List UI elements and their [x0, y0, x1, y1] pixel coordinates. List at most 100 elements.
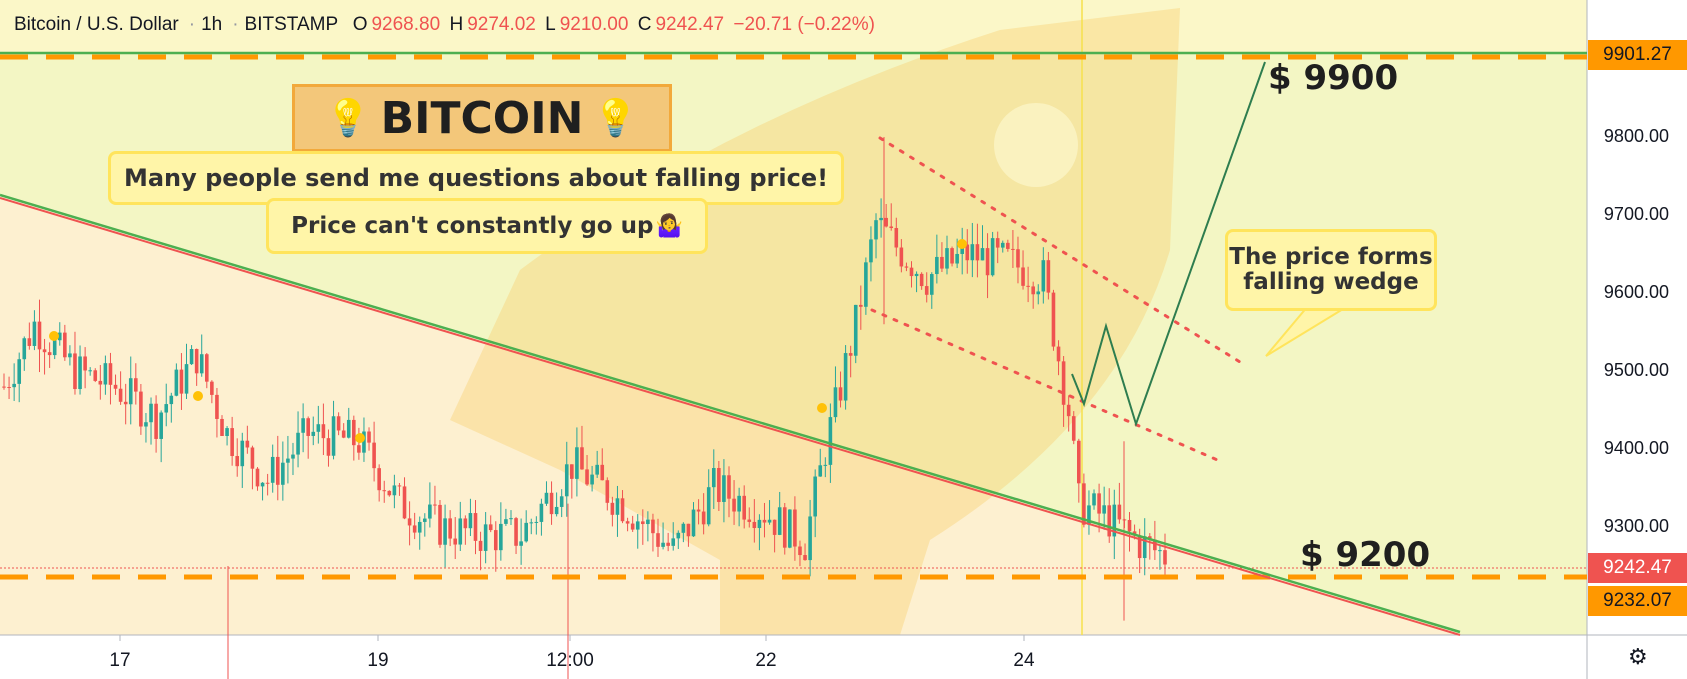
- candle-body: [488, 524, 493, 531]
- high-key: H: [449, 14, 464, 35]
- candle-body: [463, 518, 468, 529]
- price-tick: 9400.00: [1603, 438, 1669, 458]
- candle-body: [899, 247, 904, 267]
- candle-body: [519, 541, 523, 546]
- candle-body: [950, 248, 954, 264]
- header-band: [0, 0, 1587, 52]
- candle-body: [782, 507, 787, 548]
- callout-wedge-line1: The price forms: [1229, 244, 1433, 270]
- candle-body: [372, 442, 376, 469]
- candle-body: [98, 380, 103, 385]
- callout-price-up-text: Price can't constantly go up: [291, 213, 654, 239]
- candle-body: [483, 524, 488, 551]
- candle-body: [656, 533, 660, 547]
- candle-body: [7, 387, 11, 389]
- current-price-tag: 9242.47: [1588, 553, 1687, 583]
- settings-gear-icon[interactable]: ⚙: [1628, 644, 1648, 669]
- candle-body: [57, 332, 62, 341]
- candle-body: [362, 431, 366, 453]
- price-tick: 9500.00: [1603, 360, 1669, 380]
- candle-body: [590, 474, 594, 485]
- candle-body: [904, 266, 909, 268]
- time-tick: 22: [755, 650, 777, 671]
- candle-body: [184, 364, 189, 394]
- candle-body: [970, 244, 975, 261]
- candle-body: [564, 464, 569, 497]
- callout-questions[interactable]: Many people send me questions about fall…: [108, 151, 844, 205]
- candle-body: [864, 262, 868, 307]
- candle-body: [245, 440, 250, 448]
- target-low-label: $ 9200: [1300, 535, 1431, 575]
- candle-body: [270, 456, 275, 483]
- candle-body: [265, 482, 270, 484]
- event-dot: [817, 403, 827, 413]
- candle-body: [600, 464, 605, 481]
- candle-body: [1056, 346, 1061, 362]
- candle-body: [833, 387, 838, 418]
- open-value: 9268.80: [371, 14, 441, 35]
- candle-body: [493, 530, 498, 551]
- support-price-tag: 9232.07: [1588, 586, 1687, 616]
- callout-price-up[interactable]: Price can't constantly go up 🤷‍♀️: [266, 198, 708, 254]
- candle-body: [818, 465, 823, 477]
- candle-body: [128, 378, 133, 405]
- candle-body: [1011, 248, 1015, 250]
- candle-body: [676, 532, 681, 539]
- candle-body: [803, 555, 807, 561]
- candle-body: [47, 352, 52, 356]
- candle-body: [1107, 505, 1112, 537]
- candle-body: [382, 490, 387, 492]
- price-tick: 9300.00: [1603, 516, 1669, 536]
- candle-body: [1112, 504, 1117, 537]
- symbol-legend: Bitcoin / U.S. Dollar · 1h · BITSTAMP O 9268.…: [14, 14, 875, 35]
- candle-body: [260, 482, 265, 487]
- candle-body: [164, 404, 169, 413]
- candle-body: [788, 509, 792, 548]
- candle-body: [357, 445, 361, 453]
- candle-body: [534, 521, 539, 523]
- candle-body: [392, 485, 397, 496]
- candle-body: [194, 349, 199, 374]
- candle-body: [22, 338, 27, 360]
- price-tick: 9700.00: [1603, 204, 1669, 224]
- candle-body: [478, 540, 483, 551]
- callout-questions-text: Many people send me questions about fall…: [123, 164, 829, 192]
- candle-body: [134, 378, 138, 392]
- candle-body: [681, 523, 686, 533]
- candle-body: [88, 370, 92, 372]
- candle-body: [499, 523, 503, 551]
- candle-body: [108, 363, 113, 385]
- change-value: −20.71 (−0.22%): [733, 14, 875, 35]
- candle-body: [651, 519, 655, 534]
- candle-body: [615, 498, 620, 515]
- callout-wedge[interactable]: The price forms falling wedge: [1225, 229, 1437, 311]
- candle-body: [230, 428, 234, 457]
- candle-body: [945, 248, 949, 269]
- candle-body: [960, 244, 965, 254]
- wedge-upper-line: [878, 136, 1242, 364]
- lightbulb-icon: 💡: [593, 98, 639, 139]
- candle-body: [144, 422, 148, 427]
- candle-body: [68, 353, 72, 358]
- time-tick: 12:00: [546, 650, 594, 671]
- candle-body: [570, 464, 574, 479]
- candle-body: [367, 431, 371, 443]
- candle-body: [798, 546, 802, 556]
- candle-body: [387, 490, 392, 496]
- candle-body: [336, 416, 341, 431]
- candle-body: [255, 468, 260, 487]
- candle-body: [1102, 505, 1106, 514]
- price-tick: 9600.00: [1603, 282, 1669, 302]
- candle-body: [139, 391, 143, 427]
- candle-body: [220, 418, 224, 436]
- candle-body: [93, 370, 98, 381]
- candle-body: [1031, 286, 1035, 295]
- lightbulb-icon: 💡: [325, 98, 371, 139]
- candle-body: [225, 428, 229, 436]
- candle-body: [78, 356, 82, 390]
- candle-body: [1137, 535, 1142, 559]
- candle-body: [296, 432, 300, 455]
- candle-body: [321, 424, 326, 439]
- candle-body: [975, 244, 980, 261]
